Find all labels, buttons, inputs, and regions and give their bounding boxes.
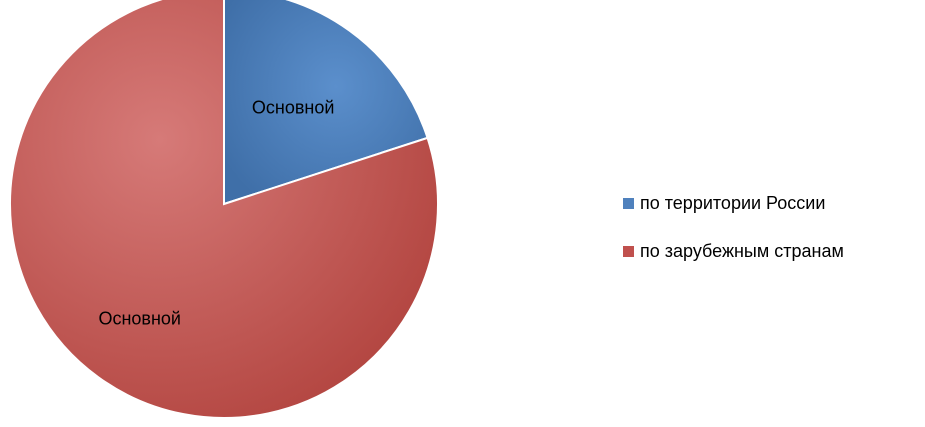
slice-russia	[223, 0, 429, 206]
data-label-russia: Основной	[252, 98, 335, 118]
chart-legend: по территории России по зарубежным стран…	[623, 190, 923, 286]
legend-swatch-russia	[623, 197, 634, 209]
legend-item-russia: по территории России	[623, 190, 923, 216]
legend-swatch-foreign	[623, 245, 634, 257]
legend-label-foreign: по зарубежным странам	[640, 240, 844, 261]
legend-label-russia: по территории России	[640, 192, 826, 213]
data-label-foreign: Основной	[98, 309, 181, 329]
legend-item-foreign: по зарубежным странам	[623, 238, 923, 264]
slice-foreign	[9, 0, 439, 419]
